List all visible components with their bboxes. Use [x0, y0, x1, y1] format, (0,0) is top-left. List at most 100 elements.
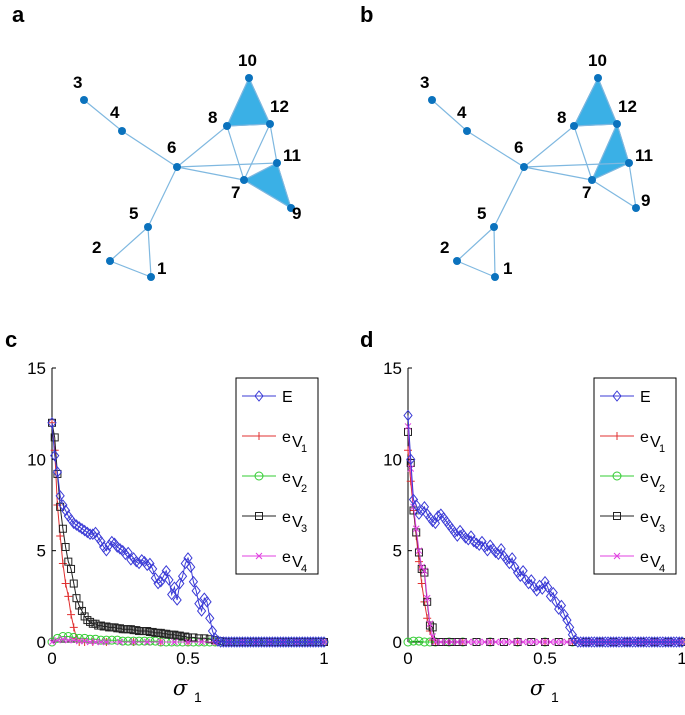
legend-label-subsub-2: 2	[659, 483, 665, 495]
point-E-23	[466, 530, 476, 542]
point-E-33	[137, 553, 147, 566]
point-eV2-4	[69, 632, 79, 642]
node-label-8: 8	[557, 108, 566, 127]
edge-7-12	[591, 123, 618, 181]
point-eV3-31	[132, 626, 141, 635]
point-E-21	[104, 539, 114, 551]
legend-label-subsub-2: 2	[301, 483, 307, 495]
legend-label-sub-1: V	[650, 434, 661, 451]
edge-7-8	[573, 125, 593, 181]
point-E-52	[188, 575, 199, 588]
node-label-10: 10	[238, 51, 257, 70]
point-eV2-3	[419, 637, 429, 647]
point-E-57	[559, 608, 569, 621]
edge-1-2	[456, 260, 496, 278]
edge-11-12	[616, 123, 630, 164]
point-E-44	[523, 577, 534, 590]
point-E-52	[545, 590, 556, 603]
node-label-10: 10	[588, 51, 607, 70]
node-4	[118, 127, 126, 135]
node-label-2: 2	[92, 238, 101, 257]
node-5	[144, 223, 152, 231]
node-2	[106, 257, 114, 265]
edge-3-4	[83, 99, 123, 132]
point-eV3-51	[189, 633, 198, 642]
point-E-99	[674, 636, 684, 648]
point-eV4-23	[503, 638, 510, 646]
point-eV2-15	[129, 636, 139, 646]
point-eV1-3	[56, 532, 65, 541]
x-axis-label: σ	[530, 676, 545, 700]
point-eV4-1	[54, 636, 61, 644]
point-eV3-5	[61, 543, 70, 552]
legend-label-0: E	[640, 389, 651, 406]
node-5	[490, 223, 498, 231]
legend-marker-1	[255, 432, 263, 440]
point-eV2-2	[414, 636, 424, 646]
node-label-7: 7	[582, 183, 591, 202]
point-eV4-11	[116, 638, 124, 646]
point-E-49	[180, 557, 190, 570]
x-axis-label-subscript: 1	[551, 689, 559, 705]
legend-marker-2	[254, 471, 264, 481]
point-E-55	[196, 605, 207, 617]
legend-marker-4	[255, 552, 263, 560]
node-label-4: 4	[457, 103, 467, 122]
point-eV4-4	[70, 636, 78, 644]
point-E-60	[567, 628, 578, 641]
legend-label-sub-3: V	[292, 514, 303, 531]
legend-label-subsub-1: 1	[301, 443, 307, 455]
node-label-3: 3	[420, 73, 429, 92]
point-eV4-12	[130, 638, 137, 646]
edge-5-6	[493, 166, 525, 228]
point-eV3-47	[175, 631, 184, 640]
point-eV3-16	[91, 619, 100, 628]
point-eV4-27	[525, 638, 532, 646]
node-12	[613, 120, 621, 128]
point-eV4-0	[404, 423, 412, 430]
edge-7-9	[591, 179, 637, 209]
x-tick-label-0.5: 0.5	[533, 649, 557, 668]
point-eV4-8	[426, 620, 434, 628]
legend-label-sub-4: V	[650, 554, 661, 571]
point-E-50	[183, 552, 193, 564]
node-10	[245, 74, 253, 82]
edge-8-10	[226, 77, 250, 127]
node-label-7: 7	[231, 183, 240, 202]
edge-1-5	[147, 226, 152, 278]
point-E-22	[463, 533, 473, 546]
point-E-27	[120, 548, 131, 561]
simplex-triangle-8-10-12	[573, 76, 618, 127]
edge-6-11	[523, 162, 630, 168]
x-tick-label-0.5: 0.5	[176, 649, 200, 668]
legend-label-sub-2: V	[650, 474, 661, 491]
point-eV1-5	[417, 579, 426, 588]
edge-4-6	[121, 130, 178, 168]
point-E-2	[408, 493, 419, 506]
point-eV4-16	[184, 638, 192, 646]
legend-marker-3	[255, 512, 263, 520]
point-E-56	[556, 599, 567, 612]
node-label-4: 4	[110, 103, 120, 122]
point-eV4-4	[415, 547, 423, 555]
point-E-100	[319, 636, 329, 648]
node-7	[588, 176, 596, 184]
point-eV4-3	[64, 636, 72, 644]
point-eV4-15	[459, 638, 467, 646]
point-E-39	[510, 561, 520, 573]
edge-7-8	[226, 125, 245, 181]
point-E-22	[107, 535, 117, 548]
point-eV3-20	[102, 622, 111, 631]
y-tick-label-5: 5	[37, 542, 46, 561]
point-eV4-11	[437, 638, 445, 646]
legend-marker-0	[254, 390, 264, 402]
legend-label-2: e	[640, 469, 649, 486]
point-E-1	[406, 453, 416, 466]
legend-label-2: e	[282, 469, 291, 486]
y-tick-label-10: 10	[383, 450, 402, 469]
point-eV4-8	[92, 638, 99, 646]
point-E-11	[77, 522, 87, 535]
point-E-18	[96, 535, 106, 548]
